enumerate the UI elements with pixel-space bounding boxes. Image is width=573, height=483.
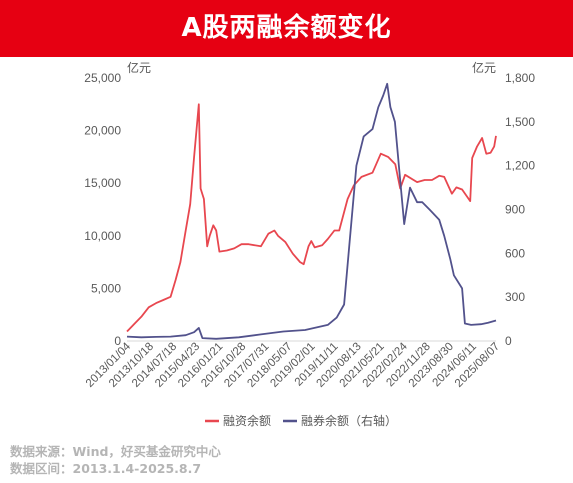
left-axis-tick-label: 10,000 — [84, 229, 121, 243]
series-line-securities-lending — [126, 82, 497, 340]
footer: 数据来源：Wind，好买基金研究中心 数据区间：2013.1.4-2025.8.… — [10, 443, 221, 477]
left-axis-tick-label: 15,000 — [84, 176, 121, 190]
right-axis-tick-label: 900 — [505, 203, 525, 217]
plot-area — [126, 82, 497, 340]
legend-label: 融资余额 — [223, 413, 271, 428]
data-source-note: 数据来源：Wind，好买基金研究中心 — [10, 444, 221, 459]
left-axis-tick-label: 0 — [114, 334, 121, 348]
axes: 0 5,000 10,000 15,000 20,000 25,000 0 300 600 900… — [84, 60, 535, 390]
title-banner — [0, 0, 573, 57]
left-axis-tick-label: 5,000 — [91, 281, 121, 295]
left-axis-tick-label: 25,000 — [84, 71, 121, 85]
legend-label: 融券余额（右轴） — [301, 413, 397, 428]
left-axis-tick-label: 20,000 — [84, 124, 121, 138]
data-period-note: 数据区间：2013.1.4-2025.8.7 — [10, 461, 202, 476]
right-axis-tick-label: 1,500 — [505, 115, 535, 129]
series-line-financing — [126, 103, 497, 333]
right-axis-tick-label: 1,800 — [505, 71, 535, 85]
right-axis-unit: 亿元 — [472, 60, 496, 75]
right-axis-tick-label: 300 — [505, 290, 525, 304]
right-axis-tick-label: 0 — [505, 334, 512, 348]
left-axis-unit: 亿元 — [127, 60, 151, 75]
margin-balance-chart: 0 5,000 10,000 15,000 20,000 25,000 0 300 600 900… — [84, 60, 535, 428]
page-title: A股两融余额变化 — [181, 13, 392, 43]
right-axis-tick-label: 1,200 — [505, 159, 535, 173]
right-axis-tick-label: 600 — [505, 246, 525, 260]
legend: 融资余额 融券余额（右轴） — [205, 413, 397, 428]
